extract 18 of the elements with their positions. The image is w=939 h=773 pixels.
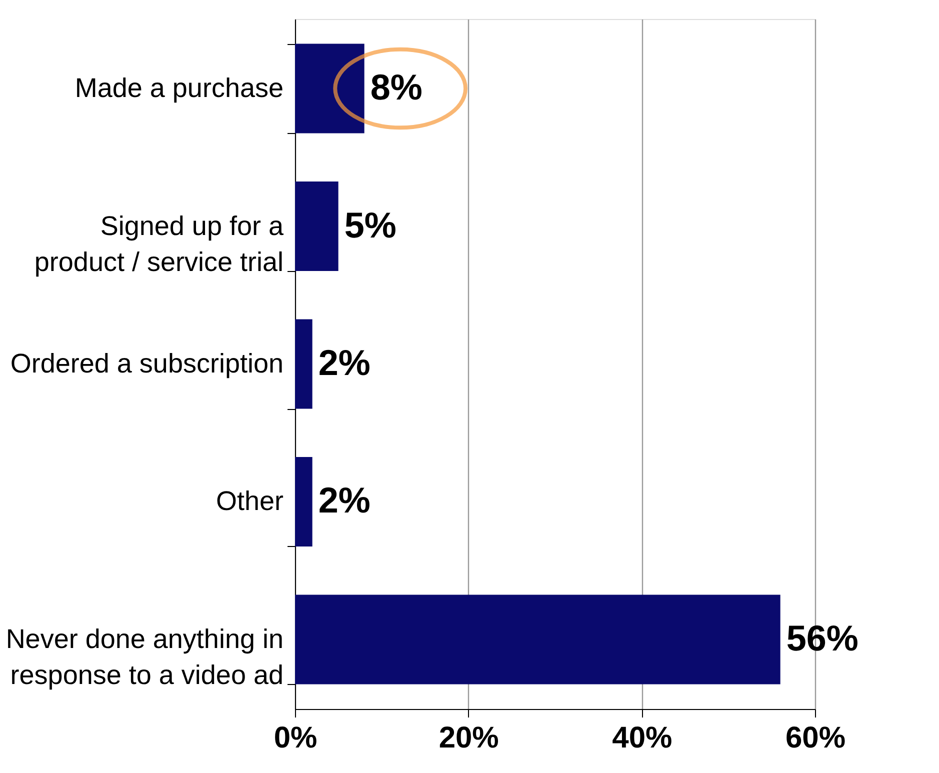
data-label: 56%	[786, 617, 858, 658]
x-tick-label: 20%	[438, 722, 499, 754]
data-label: 5%	[344, 204, 396, 246]
x-tick-label: 0%	[274, 722, 318, 754]
bar	[295, 319, 312, 409]
y-tick-label: Made a purchase	[74, 73, 284, 104]
data-label: 8%	[370, 66, 422, 108]
data-label: 2%	[318, 480, 370, 521]
bar	[295, 594, 780, 684]
data-label: 2%	[318, 342, 370, 383]
y-tick-label: Other	[216, 486, 284, 516]
x-tick-label: 40%	[612, 722, 672, 754]
x-tick-label: 60%	[785, 722, 846, 754]
bar	[295, 456, 312, 546]
y-tick-label: Ordered a subscription	[10, 348, 284, 378]
y-tick-label: Never done anything in response to a video ad	[6, 624, 284, 690]
y-tick-label: Signed up for a product / service trial	[34, 210, 284, 277]
bar	[295, 182, 338, 272]
